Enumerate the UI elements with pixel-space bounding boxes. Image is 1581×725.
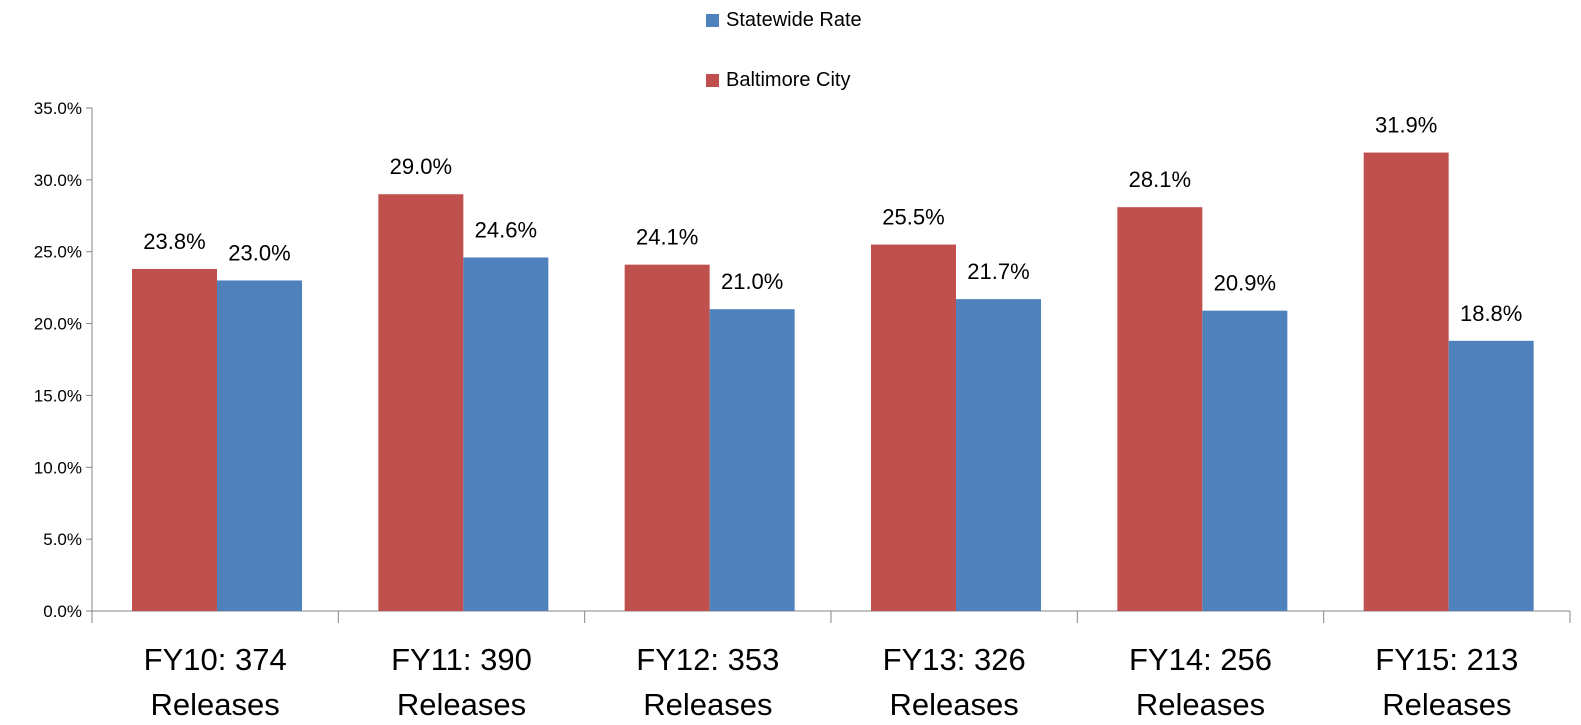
legend: Statewide Rate Baltimore City <box>706 9 862 91</box>
x-category-label-line: Releases <box>1382 687 1511 722</box>
data-label: 23.0% <box>228 240 290 265</box>
bar <box>132 268 217 611</box>
x-category-label-line: Releases <box>397 687 526 722</box>
data-label: 29.0% <box>390 154 452 179</box>
bars <box>132 152 1534 612</box>
legend-label: Baltimore City <box>726 69 850 91</box>
data-label: 28.1% <box>1129 167 1191 192</box>
bar <box>709 309 795 611</box>
data-label: 23.8% <box>143 229 205 254</box>
y-tick-label: 10.0% <box>34 458 82 477</box>
data-label: 25.5% <box>882 205 944 230</box>
data-label: 24.6% <box>475 217 537 242</box>
x-category-label-line: FY12: 353 <box>636 642 779 677</box>
data-labels: 23.8% 23.0% 29.0% 24.6% 24.1% 21.0% 25.5% 21.7%… <box>143 113 1522 326</box>
data-label: 31.9% <box>1375 113 1437 138</box>
x-category-label-line: FY13: 326 <box>883 642 1026 677</box>
x-category-label: FY13: 326 Releases <box>883 642 1026 722</box>
y-tick-label: 30.0% <box>34 171 82 190</box>
data-label: 21.0% <box>721 269 783 294</box>
data-label: 24.1% <box>636 225 698 250</box>
bar <box>1363 152 1449 611</box>
legend-label: Statewide Rate <box>726 9 862 31</box>
bar <box>1448 340 1534 611</box>
x-category-label-line: FY14: 256 <box>1129 642 1272 677</box>
y-tick-label: 20.0% <box>34 315 82 334</box>
x-category-label: FY10: 374 Releases <box>144 642 287 722</box>
bar <box>956 299 1041 611</box>
x-category-label-line: FY15: 213 <box>1375 642 1518 677</box>
bar <box>463 257 549 611</box>
y-axis: 0.0% 5.0% 10.0% 15.0% 20.0% 25.0% 30.0% 35.0% <box>34 99 93 621</box>
bar <box>378 194 464 611</box>
y-tick-label: 25.0% <box>34 243 82 262</box>
x-category-label-line: Releases <box>1136 687 1265 722</box>
x-category-label: FY15: 213 Releases <box>1375 642 1518 722</box>
x-category-label-line: FY11: 390 <box>391 642 532 677</box>
data-label: 21.7% <box>967 259 1029 284</box>
x-category-label-line: Releases <box>643 687 772 722</box>
bar <box>624 264 710 611</box>
y-tick-label: 35.0% <box>34 99 82 118</box>
bar <box>1202 310 1288 611</box>
legend-swatch <box>706 14 719 27</box>
bar <box>217 280 302 611</box>
x-category-label: FY11: 390 Releases <box>391 642 532 722</box>
y-tick-label: 15.0% <box>34 386 82 405</box>
x-category-label-line: Releases <box>151 687 280 722</box>
bar <box>871 244 956 611</box>
bar <box>1117 207 1203 612</box>
x-category-label: FY14: 256 Releases <box>1129 642 1272 722</box>
x-category-label: FY12: 353 Releases <box>636 642 779 722</box>
x-category-label-line: FY10: 374 <box>144 642 287 677</box>
data-label: 20.9% <box>1214 271 1276 296</box>
x-category-label-line: Releases <box>890 687 1019 722</box>
data-label: 18.8% <box>1460 301 1522 326</box>
y-tick-label: 5.0% <box>43 530 82 549</box>
legend-swatch <box>706 74 719 87</box>
y-tick-label: 0.0% <box>43 602 82 621</box>
